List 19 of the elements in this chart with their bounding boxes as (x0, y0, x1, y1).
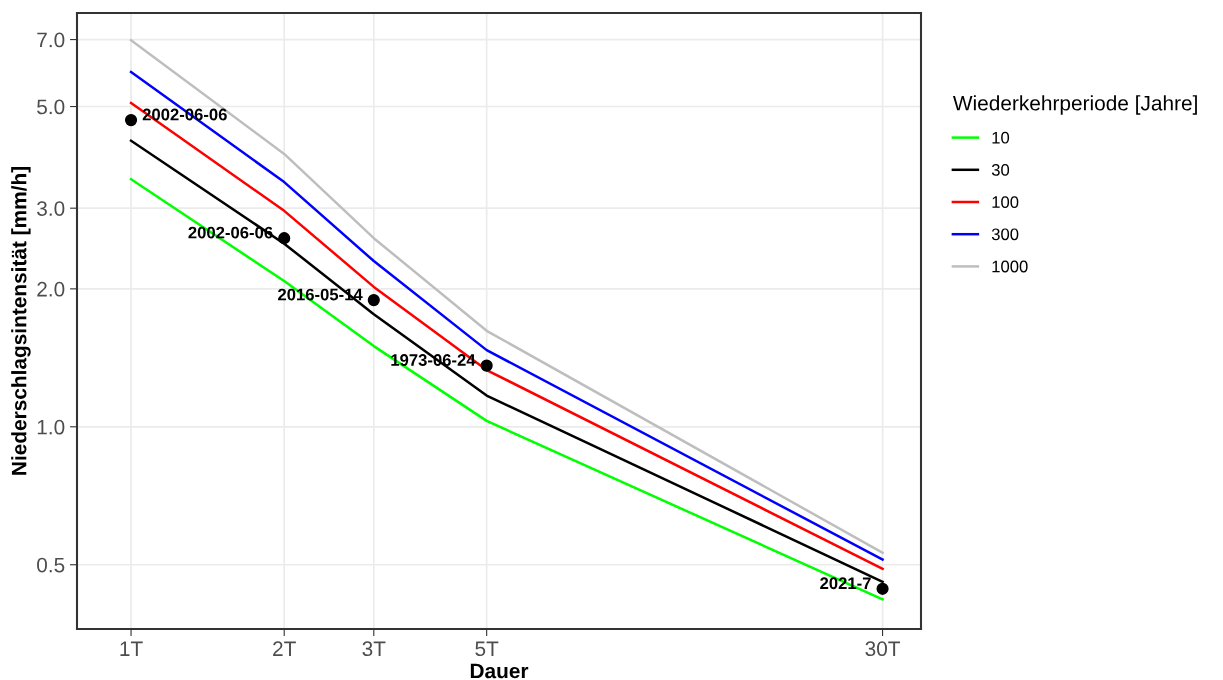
y-tick-label: 3.0 (37, 201, 65, 216)
legend-label: 1000 (992, 260, 1028, 273)
y-tick-label: 0.5 (37, 557, 65, 573)
legend-label: 30 (991, 163, 1010, 176)
legend-label: 300 (991, 228, 1019, 241)
y-tick-label: 7.0 (37, 32, 65, 48)
x-tick-label: 3T (362, 641, 386, 657)
x-tick-label: 30T (865, 641, 901, 657)
x-axis-title: Dauer (470, 663, 529, 679)
legend-label: 10 (992, 131, 1010, 144)
x-tick-label: 1T (120, 641, 143, 656)
y-tick-label: 1.0 (37, 419, 65, 435)
x-tick-label: 2T (273, 641, 296, 656)
legend-title: Wiederkehrperiode [Jahre] (952, 95, 1197, 115)
y-axis-title: Niederschlagsintensität [mm/h] (11, 167, 31, 475)
y-tick-label: 5.0 (37, 99, 65, 115)
legend-label: 100 (992, 196, 1019, 208)
x-tick-label: 5T (475, 641, 499, 657)
y-tick-label: 2.0 (37, 281, 65, 297)
